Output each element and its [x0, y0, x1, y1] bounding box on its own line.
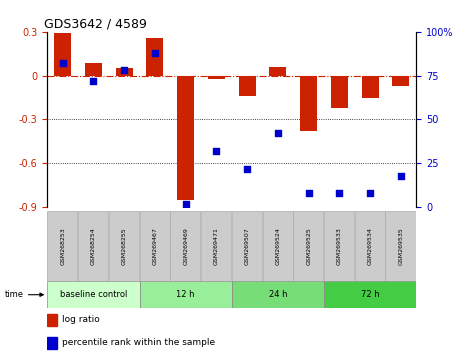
Bar: [47, 281, 140, 308]
Bar: [331, 76, 348, 108]
Text: baseline control: baseline control: [60, 290, 127, 299]
Point: [243, 166, 251, 171]
Point: [182, 201, 189, 206]
Point: [120, 68, 128, 73]
Bar: [263, 211, 293, 281]
Point: [366, 190, 374, 196]
Text: log ratio: log ratio: [62, 315, 100, 325]
Bar: [270, 67, 286, 76]
Bar: [362, 76, 378, 98]
Text: time: time: [5, 290, 24, 299]
Text: GSM268253: GSM268253: [60, 227, 65, 265]
Text: GSM269534: GSM269534: [368, 227, 373, 265]
Bar: [54, 33, 71, 76]
Bar: [239, 76, 255, 96]
Text: GSM268255: GSM268255: [122, 227, 127, 265]
Bar: [208, 76, 225, 79]
Text: GSM269525: GSM269525: [306, 227, 311, 265]
Point: [90, 78, 97, 84]
Bar: [385, 211, 416, 281]
Text: 72 h: 72 h: [361, 290, 379, 299]
Text: GSM269507: GSM269507: [245, 227, 250, 265]
Point: [397, 173, 405, 178]
Bar: [47, 314, 57, 326]
Bar: [140, 211, 170, 281]
Text: GSM268254: GSM268254: [91, 227, 96, 265]
Text: GSM269535: GSM269535: [398, 227, 403, 265]
Bar: [324, 211, 354, 281]
Point: [336, 190, 343, 196]
Bar: [201, 211, 231, 281]
Bar: [170, 211, 201, 281]
Bar: [393, 76, 409, 86]
Bar: [293, 211, 324, 281]
Bar: [324, 281, 416, 308]
Point: [305, 190, 312, 196]
Bar: [47, 337, 57, 349]
Bar: [116, 68, 132, 76]
Bar: [147, 38, 163, 76]
Point: [151, 50, 159, 56]
Text: GDS3642 / 4589: GDS3642 / 4589: [44, 18, 147, 31]
Bar: [232, 281, 324, 308]
Text: GSM269467: GSM269467: [152, 227, 158, 265]
Bar: [78, 211, 108, 281]
Text: 12 h: 12 h: [176, 290, 195, 299]
Bar: [109, 211, 139, 281]
Text: percentile rank within the sample: percentile rank within the sample: [62, 338, 215, 348]
Text: 24 h: 24 h: [269, 290, 287, 299]
Bar: [300, 76, 317, 131]
Point: [59, 61, 66, 66]
Point: [213, 148, 220, 154]
Bar: [232, 211, 262, 281]
Bar: [47, 211, 78, 281]
Bar: [140, 281, 232, 308]
Bar: [85, 63, 102, 76]
Text: GSM269469: GSM269469: [183, 227, 188, 265]
Text: GSM269524: GSM269524: [275, 227, 280, 265]
Point: [274, 131, 282, 136]
Text: GSM269533: GSM269533: [337, 227, 342, 265]
Bar: [355, 211, 385, 281]
Text: GSM269471: GSM269471: [214, 227, 219, 265]
Bar: [177, 76, 194, 200]
